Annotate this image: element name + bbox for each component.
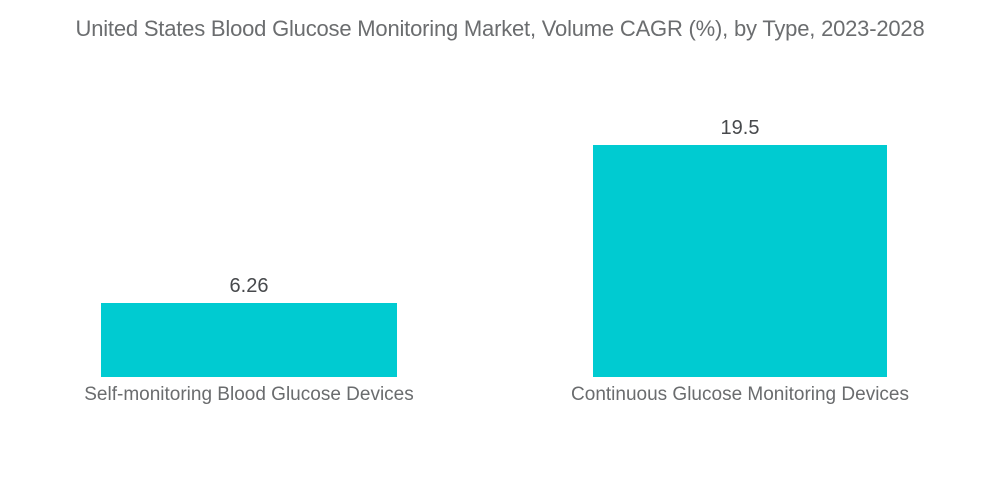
bar-value-label: 19.5 [720,117,760,139]
bar-group-continuous: 19.5 [593,80,887,377]
bar-self-monitoring-devices [101,303,397,377]
bar-value-label: 6.26 [229,275,269,297]
chart-title: United States Blood Glucose Monitoring M… [75,16,925,41]
bar-continuous-glucose-monitoring-devices [593,145,887,377]
category-label-continuous: Continuous Glucose Monitoring Devices [571,384,909,407]
category-label-text: Continuous Glucose Monitoring Devices [571,384,909,405]
category-label-text: Self-monitoring Blood Glucose Devices [84,384,414,405]
bar-group-self-monitoring: 6.26 [101,80,397,377]
category-label-self-monitoring: Self-monitoring Blood Glucose Devices [84,384,414,407]
